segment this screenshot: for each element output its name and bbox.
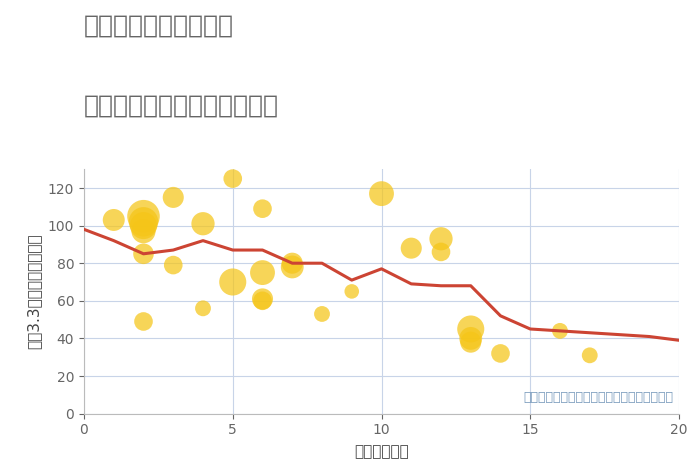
Text: 埼玉県飯能市上赤工の: 埼玉県飯能市上赤工の: [84, 14, 234, 38]
Point: [197, 220, 209, 227]
Point: [287, 263, 298, 271]
Point: [138, 222, 149, 229]
Point: [168, 194, 179, 201]
Point: [227, 175, 238, 182]
Point: [435, 248, 447, 256]
Point: [227, 278, 238, 286]
Point: [495, 350, 506, 357]
Y-axis label: 坪（3.3㎡）単価（万円）: 坪（3.3㎡）単価（万円）: [26, 234, 41, 349]
Point: [197, 305, 209, 312]
Text: 駅距離別中古マンション価格: 駅距離別中古マンション価格: [84, 94, 279, 118]
Point: [168, 261, 179, 269]
Point: [584, 352, 595, 359]
Point: [376, 190, 387, 197]
Point: [287, 259, 298, 267]
Point: [465, 338, 476, 346]
Point: [346, 288, 357, 295]
Point: [138, 227, 149, 235]
Point: [435, 235, 447, 243]
Point: [138, 318, 149, 325]
Text: 円の大きさは、取引のあった物件面積を示す: 円の大きさは、取引のあった物件面積を示す: [523, 391, 673, 404]
Point: [406, 244, 417, 252]
Point: [138, 218, 149, 226]
Point: [257, 295, 268, 303]
Point: [465, 335, 476, 342]
Point: [257, 205, 268, 212]
Point: [316, 310, 328, 318]
Point: [257, 269, 268, 276]
Point: [465, 325, 476, 333]
Point: [108, 216, 119, 224]
Point: [138, 250, 149, 258]
X-axis label: 駅距離（分）: 駅距離（分）: [354, 444, 409, 459]
Point: [138, 212, 149, 220]
Point: [257, 297, 268, 305]
Point: [554, 327, 566, 335]
